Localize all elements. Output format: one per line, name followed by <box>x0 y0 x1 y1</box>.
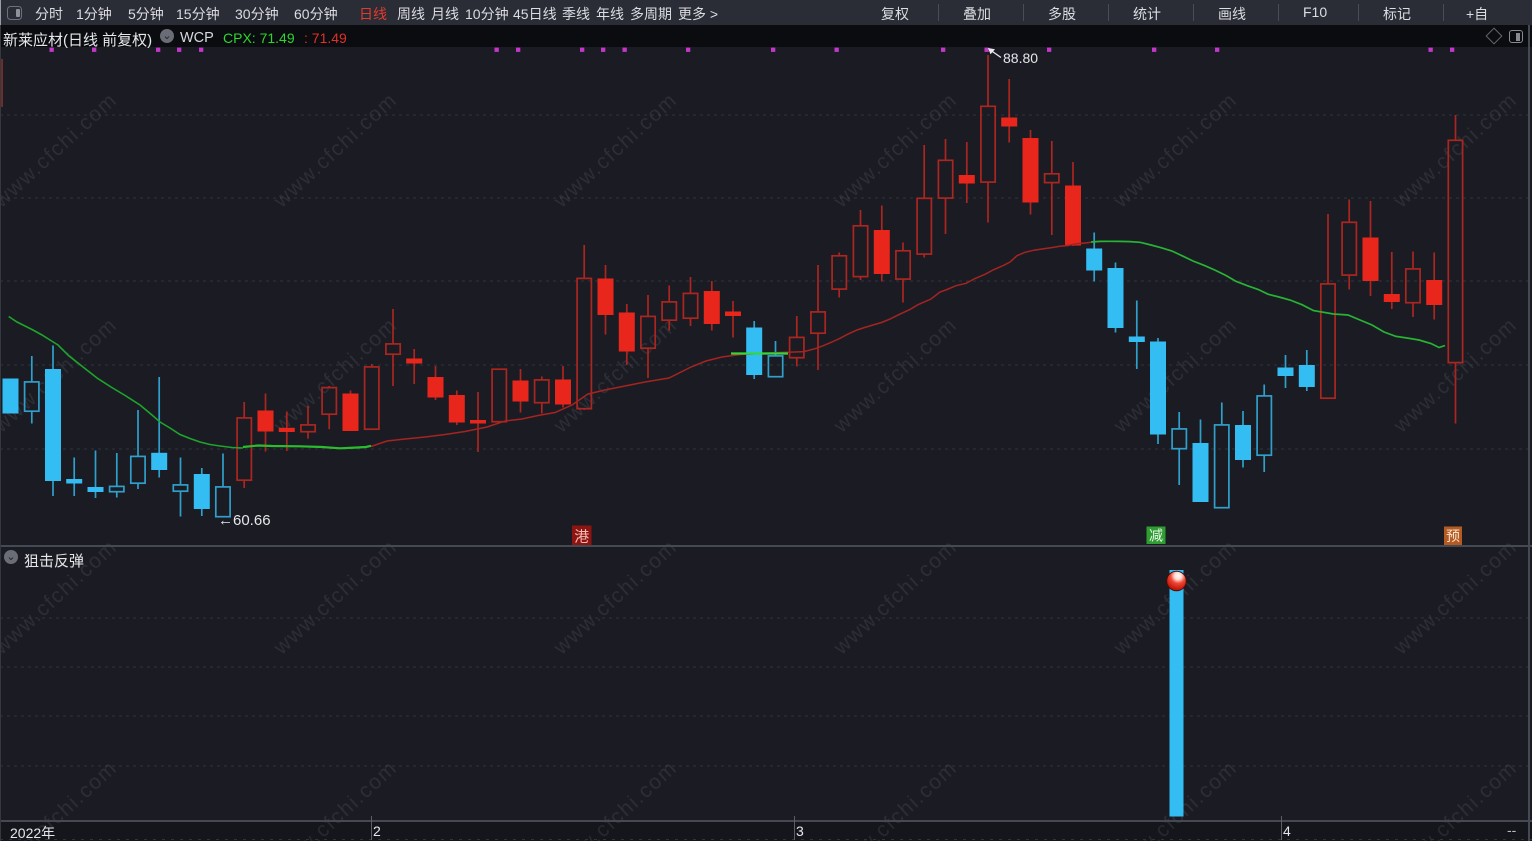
svg-text:www.cfchi.com: www.cfchi.com <box>829 313 962 438</box>
svg-text:www.cfchi.com: www.cfchi.com <box>0 88 122 213</box>
svg-text:减: 减 <box>1149 528 1163 544</box>
svg-text:www.cfchi.com: www.cfchi.com <box>549 535 682 660</box>
svg-text:www.cfchi.com: www.cfchi.com <box>549 313 682 438</box>
svg-text:www.cfchi.com: www.cfchi.com <box>269 313 402 438</box>
svg-text:www.cfchi.com: www.cfchi.com <box>269 88 402 213</box>
svg-text:www.cfchi.com: www.cfchi.com <box>549 756 682 841</box>
svg-text:www.cfchi.com: www.cfchi.com <box>1389 88 1522 213</box>
svg-text:www.cfchi.com: www.cfchi.com <box>549 88 682 213</box>
svg-text:www.cfchi.com: www.cfchi.com <box>1389 535 1522 660</box>
svg-text:www.cfchi.com: www.cfchi.com <box>269 535 402 660</box>
svg-text:www.cfchi.com: www.cfchi.com <box>269 756 402 841</box>
svg-text:www.cfchi.com: www.cfchi.com <box>829 535 962 660</box>
svg-text:预: 预 <box>1446 528 1460 544</box>
svg-text:www.cfchi.com: www.cfchi.com <box>829 756 962 841</box>
svg-text:港: 港 <box>574 529 589 546</box>
svg-text:www.cfchi.com: www.cfchi.com <box>1109 88 1242 213</box>
svg-text:www.cfchi.com: www.cfchi.com <box>829 88 962 213</box>
svg-text:www.cfchi.com: www.cfchi.com <box>1389 756 1522 841</box>
